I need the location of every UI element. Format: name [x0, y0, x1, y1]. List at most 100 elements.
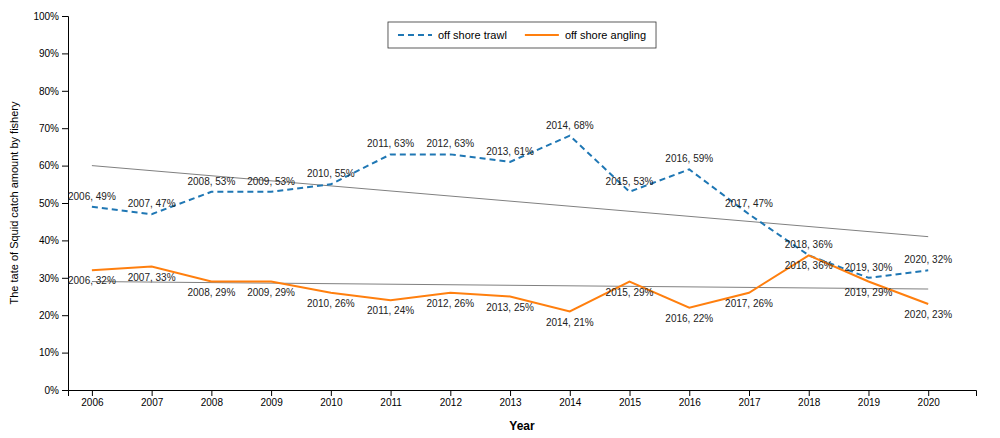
data-label: 2010, 26%: [307, 298, 355, 309]
y-tick: 80%: [39, 86, 68, 97]
chart: 2006200720082009201020112012201320142015…: [0, 0, 1000, 438]
y-tick: 90%: [39, 48, 68, 59]
x-tick: 2008: [201, 390, 224, 408]
y-tick-mark: [62, 53, 68, 54]
y-tick-label: 20%: [39, 310, 59, 321]
data-label: 2014, 68%: [546, 120, 594, 131]
data-label: 2019, 30%: [845, 262, 893, 273]
x-tick-mark: [689, 390, 690, 396]
y-tick-mark: [62, 315, 68, 316]
legend-swatch: [398, 34, 432, 36]
y-tick: 0%: [45, 385, 68, 396]
plot: 2006200720082009201020112012201320142015…: [33, 11, 976, 408]
legend-label: off shore angling: [565, 29, 646, 41]
data-label: 2013, 25%: [486, 302, 534, 313]
y-tick-mark: [62, 390, 68, 391]
marks: [92, 136, 928, 312]
data-label: 2017, 47%: [725, 198, 773, 209]
y-tick-mark: [62, 91, 68, 92]
y-tick-label: 40%: [39, 235, 59, 246]
x-tick-mark: [391, 390, 392, 396]
x-tick-mark: [749, 390, 750, 396]
legend: off shore trawl off shore angling: [388, 22, 656, 48]
data-label: 2007, 47%: [128, 198, 176, 209]
x-tick-mark: [630, 390, 631, 396]
x-tick-mark: [450, 390, 451, 396]
x-tick: 2010: [320, 390, 343, 408]
x-tick-label: 2016: [679, 397, 702, 408]
series-line: [92, 136, 928, 278]
y-tick-mark: [62, 128, 68, 129]
data-label: 2007, 33%: [128, 272, 176, 283]
data-label: 2012, 63%: [426, 138, 474, 149]
y-tick: 30%: [39, 273, 68, 284]
x-tick-label: 2017: [738, 397, 761, 408]
y-tick: 20%: [39, 310, 68, 321]
x-tick-mark: [510, 390, 511, 396]
x-tick-mark: [331, 390, 332, 396]
x-tick: 2007: [141, 390, 164, 408]
data-label: 2011, 63%: [367, 138, 414, 149]
y-tick-mark: [62, 203, 68, 204]
x-tick-label: 2009: [260, 397, 283, 408]
x-tick-label: 2011: [380, 397, 402, 408]
y-tick: 70%: [39, 123, 68, 134]
data-label: 2017, 26%: [725, 298, 773, 309]
y-tick-mark: [62, 166, 68, 167]
data-label: 2006, 49%: [68, 191, 116, 202]
x-axis-line: [69, 391, 977, 397]
y-tick-label: 100%: [33, 11, 59, 22]
x-axis: 2006200720082009201020112012201320142015…: [69, 390, 977, 408]
x-tick-label: 2008: [201, 397, 224, 408]
data-label: 2011, 24%: [367, 305, 414, 316]
x-tick-mark: [152, 390, 153, 396]
legend-frame: [388, 22, 656, 48]
data-label: 2020, 23%: [904, 309, 952, 320]
data-label: 2010, 55%: [307, 168, 355, 179]
data-label: 2009, 29%: [247, 287, 295, 298]
y-tick-label: 30%: [39, 273, 59, 284]
x-tick-label: 2014: [559, 397, 582, 408]
data-label: 2019, 29%: [845, 287, 893, 298]
x-tick: 2012: [440, 390, 463, 408]
x-tick-mark: [928, 390, 929, 396]
x-tick-label: 2006: [81, 397, 104, 408]
data-label: 2020, 32%: [904, 254, 952, 265]
y-tick-label: 80%: [39, 86, 59, 97]
data-label: 2013, 61%: [486, 146, 534, 157]
x-axis-title: Year: [509, 419, 535, 433]
data-label: 2018, 36%: [785, 260, 833, 271]
x-tick-label: 2015: [619, 397, 642, 408]
legend-label: off shore trawl: [438, 29, 507, 41]
x-tick: 2009: [260, 390, 283, 408]
y-tick: 50%: [39, 198, 68, 209]
y-tick: 60%: [39, 160, 68, 171]
data-label: 2015, 53%: [606, 176, 654, 187]
y-tick-label: 90%: [39, 48, 59, 59]
x-tick-label: 2012: [440, 397, 463, 408]
x-tick: 2017: [738, 390, 761, 408]
trend-line: [92, 166, 928, 237]
x-tick: 2020: [918, 390, 941, 408]
data-label: 2008, 29%: [187, 287, 235, 298]
x-tick: 2016: [679, 390, 702, 408]
y-tick: 40%: [39, 235, 68, 246]
y-tick-label: 10%: [39, 347, 59, 358]
x-tick-mark: [211, 390, 212, 396]
x-tick: 2015: [619, 390, 642, 408]
x-tick-mark: [92, 390, 93, 396]
data-label: 2012, 26%: [426, 298, 474, 309]
y-axis-title: The tate of Squid catch amount by fisher…: [8, 101, 20, 305]
data-label: 2015, 29%: [606, 287, 654, 298]
x-tick-mark: [809, 390, 810, 396]
data-labels: 2006, 49%2007, 47%2008, 53%2009, 53%2010…: [68, 120, 952, 328]
y-tick-label: 70%: [39, 123, 59, 134]
data-label: 2016, 59%: [665, 153, 713, 164]
x-tick: 2011: [380, 390, 402, 408]
y-tick-mark: [62, 353, 68, 354]
x-tick-mark: [570, 390, 571, 396]
x-tick-label: 2020: [918, 397, 941, 408]
y-tick-label: 60%: [39, 160, 59, 171]
x-tick-mark: [271, 390, 272, 396]
y-tick-mark: [62, 240, 68, 241]
